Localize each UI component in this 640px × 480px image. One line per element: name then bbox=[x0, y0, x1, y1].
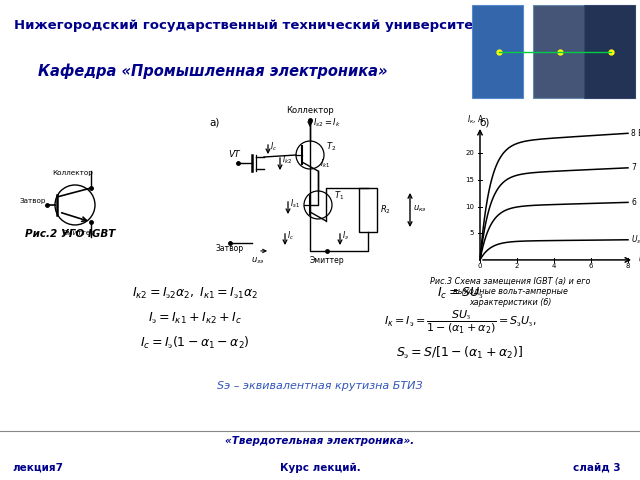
Text: Коллектор: Коллектор bbox=[286, 106, 334, 115]
Text: Рис.2 УГО IGBT: Рис.2 УГО IGBT bbox=[25, 229, 115, 239]
Text: 5: 5 bbox=[470, 230, 474, 236]
Text: $R_2$: $R_2$ bbox=[380, 204, 391, 216]
Text: Эмиттер: Эмиттер bbox=[63, 230, 95, 236]
Text: 0: 0 bbox=[477, 263, 483, 269]
Text: Коллектор: Коллектор bbox=[52, 170, 93, 176]
Text: Нижегородский государственный технический университет: Нижегородский государственный технически… bbox=[14, 19, 481, 32]
Text: $I_\mathfrak{э}=I_{\kappa1}+I_{\kappa2}+I_c$: $I_\mathfrak{э}=I_{\kappa1}+I_{\kappa2}+… bbox=[148, 311, 242, 326]
Text: 20: 20 bbox=[465, 150, 474, 156]
Text: $S_\mathfrak{э}=S/[1-(\alpha_1+\alpha_2)]$: $S_\mathfrak{э}=S/[1-(\alpha_1+\alpha_2)… bbox=[396, 345, 524, 361]
Text: $I_{\kappa2}=I_{\mathfrak{э}2}\alpha_2,\;I_{\kappa1}=I_{\mathfrak{э}1}\alpha_2$: $I_{\kappa2}=I_{\mathfrak{э}2}\alpha_2,\… bbox=[132, 286, 258, 301]
Text: $I_{s1}$: $I_{s1}$ bbox=[290, 198, 300, 210]
Text: $I_{k2}$: $I_{k2}$ bbox=[282, 154, 292, 167]
Text: 8 В: 8 В bbox=[631, 129, 640, 138]
Text: Курс лекций.: Курс лекций. bbox=[280, 463, 360, 473]
Text: $I_{к}$, А: $I_{к}$, А bbox=[467, 113, 485, 126]
Text: Рис.3 Схема замещения IGBT (а) и его
выходные вольт-амперные
характеристики (б): Рис.3 Схема замещения IGBT (а) и его вых… bbox=[430, 277, 590, 307]
Text: б): б) bbox=[480, 117, 490, 127]
Text: $I_э$: $I_э$ bbox=[342, 230, 349, 242]
Text: $I_c=SU_\mathfrak{з}$: $I_c=SU_\mathfrak{з}$ bbox=[436, 286, 483, 301]
Text: $I_c$: $I_c$ bbox=[287, 230, 294, 242]
Text: а): а) bbox=[210, 117, 220, 127]
Text: 15: 15 bbox=[465, 177, 474, 183]
Bar bbox=[359, 188, 377, 232]
Text: Затвор: Затвор bbox=[20, 198, 46, 204]
Text: 10: 10 bbox=[465, 204, 474, 210]
Text: $U_{зэ}=5$: $U_{зэ}=5$ bbox=[631, 234, 640, 246]
Text: $I_c$: $I_c$ bbox=[270, 140, 277, 153]
Text: $I_{k1}$: $I_{k1}$ bbox=[320, 158, 330, 170]
Text: «Твердотельная электроника».: «Твердотельная электроника». bbox=[225, 436, 415, 446]
Text: 8: 8 bbox=[626, 263, 630, 269]
Text: лекция7: лекция7 bbox=[13, 463, 64, 473]
Text: $I_\kappa=I_\mathfrak{э}=\dfrac{SU_\mathfrak{з}}{1-(\alpha_1+\alpha_2)}=S_\mathf: $I_\kappa=I_\mathfrak{э}=\dfrac{SU_\math… bbox=[384, 308, 536, 335]
Text: Sэ – эквивалентная крутизна БТИЗ: Sэ – эквивалентная крутизна БТИЗ bbox=[217, 381, 423, 391]
Text: Затвор: Затвор bbox=[216, 244, 244, 253]
Text: 4: 4 bbox=[552, 263, 556, 269]
Text: $I_c=I_\mathfrak{э}(1-\alpha_1-\alpha_2)$: $I_c=I_\mathfrak{э}(1-\alpha_1-\alpha_2)… bbox=[140, 335, 250, 351]
Text: VT: VT bbox=[228, 150, 239, 159]
Text: 7: 7 bbox=[631, 163, 636, 172]
Text: Кафедра «Промышленная электроника»: Кафедра «Промышленная электроника» bbox=[38, 64, 387, 80]
Text: 6: 6 bbox=[589, 263, 593, 269]
Text: $U_{кэ}$, В: $U_{кэ}$, В bbox=[638, 253, 640, 266]
Text: 2: 2 bbox=[515, 263, 519, 269]
Text: $I_{s2}=I_k$: $I_{s2}=I_k$ bbox=[313, 117, 341, 129]
Text: Эмиттер: Эмиттер bbox=[310, 256, 344, 265]
Text: 6: 6 bbox=[631, 198, 636, 207]
Text: $u_{зэ}$: $u_{зэ}$ bbox=[252, 256, 265, 266]
Text: слайд 3: слайд 3 bbox=[573, 463, 621, 473]
Text: $u_{кэ}$: $u_{кэ}$ bbox=[413, 204, 427, 214]
Text: $T_2$: $T_2$ bbox=[326, 140, 336, 153]
Text: $T_1$: $T_1$ bbox=[334, 190, 344, 203]
